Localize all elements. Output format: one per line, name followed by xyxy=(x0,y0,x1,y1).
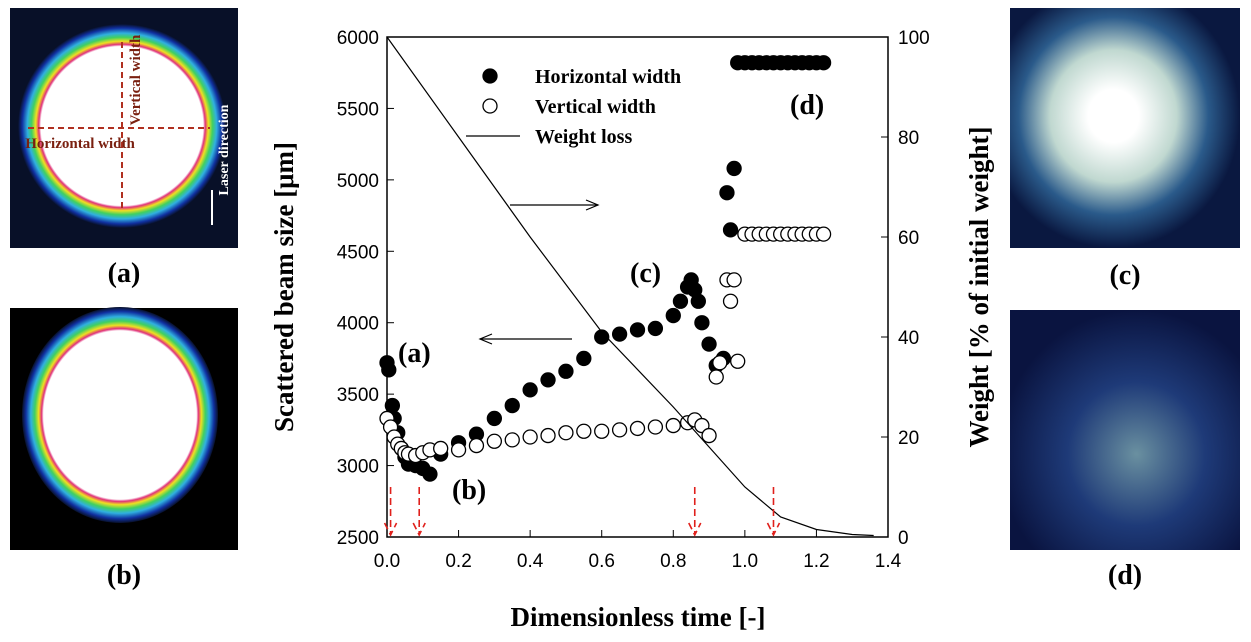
panel-label: (a) xyxy=(108,258,141,289)
y-tick-label: 6000 xyxy=(337,28,379,49)
y-tick-label: 5500 xyxy=(337,99,379,120)
time-marker xyxy=(766,487,781,537)
y2-tick-label: 100 xyxy=(898,28,930,49)
point xyxy=(665,417,681,434)
panel-c xyxy=(1010,8,1240,248)
annotation: (c) xyxy=(630,258,661,289)
x-tick-label: 1.2 xyxy=(803,551,829,572)
panel-note: Laser direction xyxy=(217,104,232,195)
point xyxy=(701,336,717,352)
point xyxy=(384,397,401,414)
y-tick-label: 3000 xyxy=(337,457,379,478)
point xyxy=(815,55,832,71)
y-tick-label: 2500 xyxy=(337,528,379,549)
x-tick-label: 0.6 xyxy=(589,551,615,572)
y2-tick-label: 60 xyxy=(898,228,919,249)
point xyxy=(815,226,832,242)
point xyxy=(558,425,574,441)
legend-label: Vertical width xyxy=(535,96,656,118)
point xyxy=(504,397,520,414)
x-tick-label: 0.4 xyxy=(517,551,544,572)
point xyxy=(629,322,646,338)
y2-tick-label: 80 xyxy=(898,128,919,149)
panel-note: Vertical width xyxy=(128,34,144,125)
x-tick-label: 0.8 xyxy=(660,551,686,572)
x-tick-label: 0.0 xyxy=(374,551,400,572)
point xyxy=(647,320,664,337)
point xyxy=(611,422,628,438)
point xyxy=(433,440,449,457)
y2-tick-label: 40 xyxy=(898,328,919,349)
y2-tick-label: 20 xyxy=(898,428,919,449)
point xyxy=(540,372,556,388)
point xyxy=(576,350,592,367)
panel-label: (c) xyxy=(1109,260,1140,291)
point xyxy=(722,293,739,309)
point xyxy=(726,272,742,288)
panel-label: (b) xyxy=(107,560,141,591)
time-marker xyxy=(383,487,398,537)
point xyxy=(694,315,710,331)
panel-a: Vertical width Horizontal width Laser di… xyxy=(10,8,238,248)
x-tick-label: 1.0 xyxy=(732,551,758,572)
point xyxy=(422,466,438,482)
direction-arrows xyxy=(478,199,600,345)
plot-frame xyxy=(386,36,889,538)
point xyxy=(647,419,664,435)
point xyxy=(576,423,592,439)
y-tick-label: 4000 xyxy=(337,314,379,335)
panel-b xyxy=(10,307,238,550)
y-tick-label: 3500 xyxy=(337,385,379,406)
point xyxy=(672,293,689,309)
point xyxy=(450,442,467,458)
point xyxy=(730,353,746,369)
legend-swatch xyxy=(482,68,498,84)
point xyxy=(558,363,574,379)
point xyxy=(722,222,739,238)
time-marker xyxy=(688,487,702,537)
point xyxy=(665,307,681,324)
y-tick-label: 5000 xyxy=(337,171,379,192)
point xyxy=(701,427,717,444)
annotation: (b) xyxy=(452,475,486,506)
x-tick-label: 1.4 xyxy=(875,551,902,572)
weight-line xyxy=(386,36,874,537)
legend-label: Weight loss xyxy=(535,126,632,148)
y2-axis-title: Weight [% of initial weight] xyxy=(964,127,994,448)
point xyxy=(594,329,610,345)
annotation: (a) xyxy=(398,338,431,369)
point xyxy=(611,326,628,342)
point xyxy=(690,293,706,309)
point xyxy=(522,429,538,445)
point xyxy=(522,382,538,398)
legend-label: Horizontal width xyxy=(535,66,681,88)
point xyxy=(726,160,742,177)
point xyxy=(719,185,735,201)
point xyxy=(504,432,520,448)
annotation: (d) xyxy=(790,90,824,121)
y2-tick-label: 0 xyxy=(898,528,909,549)
x-axis-title: Dimensionless time [-] xyxy=(511,602,766,632)
panel-label: (d) xyxy=(1108,560,1142,591)
point xyxy=(594,423,610,439)
point xyxy=(629,420,646,437)
point xyxy=(712,355,728,371)
point xyxy=(708,369,724,385)
panel-d xyxy=(1010,310,1240,550)
y-tick-label: 4500 xyxy=(337,242,379,263)
panel-note: Horizontal width xyxy=(25,136,135,152)
point xyxy=(468,437,485,454)
legend-swatch xyxy=(482,98,498,114)
x-tick-label: 0.2 xyxy=(445,551,471,572)
point xyxy=(486,410,503,427)
point xyxy=(381,362,397,378)
y-axis-title: Scattered beam size [μm] xyxy=(269,142,299,432)
point xyxy=(540,427,556,444)
point xyxy=(486,433,503,449)
time-marker xyxy=(412,487,426,537)
